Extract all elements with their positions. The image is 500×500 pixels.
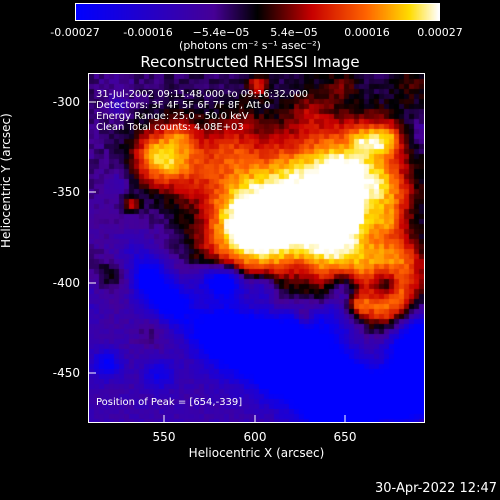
info-detectors: Detectors: 3F 4F 5F 6F 7F 8F, Att 0 — [96, 100, 271, 111]
colorbar-tick: 0.00016 — [344, 26, 390, 39]
y-axis-label: Heliocentric Y (arcsec) — [0, 113, 13, 248]
y-tick-label: -300 — [52, 95, 80, 109]
info-time: 31-Jul-2002 09:11:48.000 to 09:16:32.000 — [96, 89, 308, 100]
colorbar-tick: -0.00016 — [123, 26, 173, 39]
plot-frame — [88, 73, 425, 423]
rhessi-image — [89, 74, 424, 422]
colorbar-tick: -0.00027 — [50, 26, 100, 39]
timestamp: 30-Apr-2022 12:47 — [375, 481, 497, 496]
colorbar-units: (photons cm⁻² s⁻¹ asec⁻²) — [179, 39, 321, 52]
plot-title: Reconstructed RHESSI Image — [140, 53, 360, 71]
x-tick-label: 650 — [333, 430, 357, 444]
colorbar-tick: 5.4e−05 — [270, 26, 318, 39]
info-clean: Clean Total counts: 4.08E+03 — [96, 122, 244, 133]
x-tick-label: 550 — [152, 430, 176, 444]
y-tick-label: -350 — [52, 185, 80, 199]
peak-position: Position of Peak = [654,-339] — [96, 397, 243, 408]
y-tick-label: -450 — [52, 366, 80, 380]
info-energy: Energy Range: 25.0 - 50.0 keV — [96, 111, 249, 122]
colorbar-tick: −5.4e−05 — [192, 26, 250, 39]
colorbar-tick: 0.00027 — [417, 26, 463, 39]
y-tick-label: -400 — [52, 276, 80, 290]
x-axis-label: Heliocentric X (arcsec) — [188, 446, 325, 460]
colorbar — [75, 3, 440, 21]
x-tick-label: 600 — [243, 430, 267, 444]
